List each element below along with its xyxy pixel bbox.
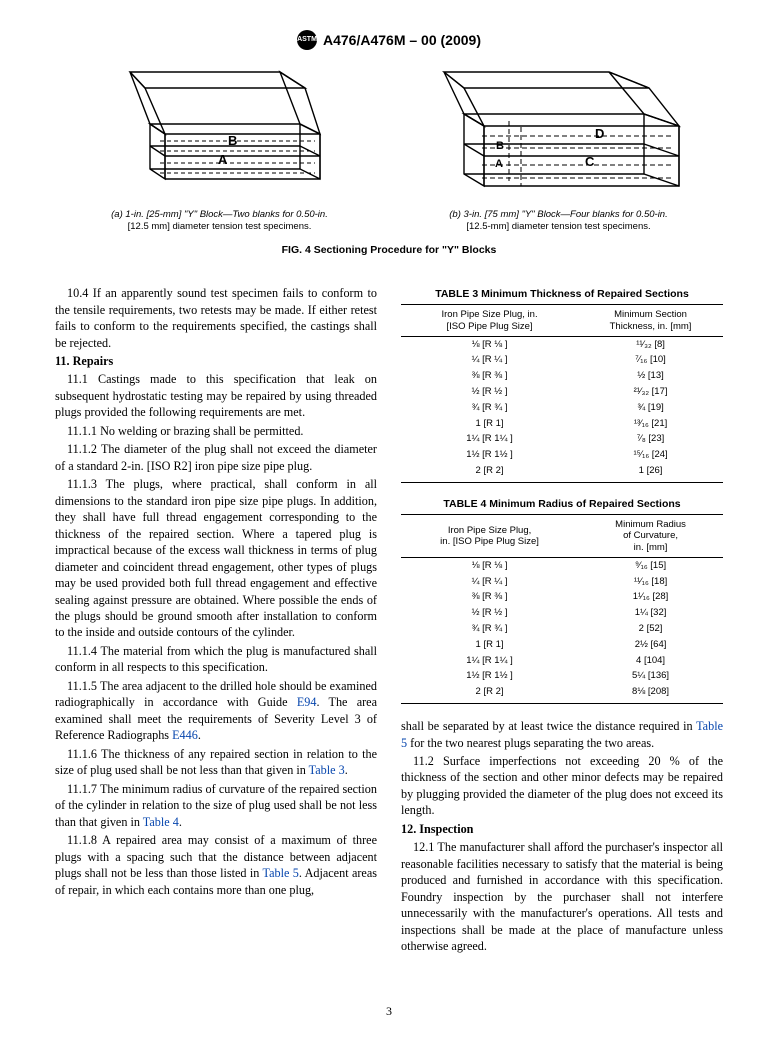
table-row: ½ [R ½ ]²¹⁄₃₂ [17] — [401, 385, 723, 401]
fig-b-caption-2: [12.5-mm] diameter tension test specimen… — [466, 221, 650, 232]
table-4-col2-header: Minimum Radiusof Curvature,in. [mm] — [578, 515, 723, 558]
page-number: 3 — [0, 1003, 778, 1019]
para-11-2: 11.2 Surface imperfections not exceeding… — [401, 753, 723, 819]
heading-12: 12. Inspection — [401, 821, 723, 837]
table-row: 1¼ [R 1¼ ]4 [104] — [401, 653, 723, 669]
para-11-1: 11.1 Castings made to this specification… — [55, 371, 377, 420]
table-row: ⅜ [R ⅜ ]½ [13] — [401, 369, 723, 385]
table-3-title: TABLE 3 Minimum Thickness of Repaired Se… — [401, 287, 723, 301]
table-3-block: TABLE 3 Minimum Thickness of Repaired Se… — [401, 287, 723, 483]
para-11-1-8: 11.1.8 A repaired area may consist of a … — [55, 832, 377, 898]
table-row: 1¼ [R 1¼ ]⁷⁄₈ [23] — [401, 432, 723, 448]
table-row: 1 [R 1]2½ [64] — [401, 637, 723, 653]
fig-b-caption-1: (b) 3-in. [75 mm] "Y" Block—Four blanks … — [449, 209, 667, 220]
page-header: ASTM A476/A476M – 00 (2009) — [55, 30, 723, 50]
link-e94[interactable]: E94 — [297, 695, 317, 709]
label-D: D — [595, 126, 604, 141]
link-table-5a[interactable]: Table 5 — [262, 866, 298, 880]
figure-4a: B A (a) 1-in. [25-mm] "Y" Block—Two blan… — [65, 64, 374, 233]
table-4-block: TABLE 4 Minimum Radius of Repaired Secti… — [401, 497, 723, 704]
label-B: B — [228, 133, 237, 148]
para-11-1-5: 11.1.5 The area adjacent to the drilled … — [55, 678, 377, 744]
para-11-1-6: 11.1.6 The thickness of any repaired sec… — [55, 746, 377, 779]
table-row: ¾ [R ¾ ]2 [52] — [401, 621, 723, 637]
figure-4-main-caption: FIG. 4 Sectioning Procedure for "Y" Bloc… — [55, 243, 723, 257]
body-columns: 10.4 If an apparently sound test specime… — [55, 285, 723, 956]
table-3: Iron Pipe Size Plug, in.[ISO Pipe Plug S… — [401, 304, 723, 483]
fig-a-caption-1: (a) 1-in. [25-mm] "Y" Block—Two blanks f… — [111, 209, 328, 220]
label-B2: B — [496, 140, 504, 152]
figure-4-row: B A (a) 1-in. [25-mm] "Y" Block—Two blan… — [65, 64, 713, 233]
para-10-4: 10.4 If an apparently sound test specime… — [55, 285, 377, 351]
table-row: ⅜ [R ⅜ ]1¹⁄₁₆ [28] — [401, 590, 723, 606]
para-11-1-2: 11.1.2 The diameter of the plug shall no… — [55, 441, 377, 474]
y-block-b-svg: D C B A — [409, 64, 709, 199]
fig-a-caption-2: [12.5 mm] diameter tension test specimen… — [128, 221, 312, 232]
table-row: ½ [R ½ ]1¼ [32] — [401, 606, 723, 622]
table-row: ¼ [R ¼ ]⁷⁄₁₆ [10] — [401, 353, 723, 369]
label-A: A — [218, 152, 228, 167]
para-11-1-8-cont: shall be separated by at least twice the… — [401, 718, 723, 751]
para-12-1: 12.1 The manufacturer shall afford the p… — [401, 839, 723, 954]
heading-11: 11. Repairs — [55, 353, 377, 369]
figure-4b: D C B A (b) 3-in. [75 mm] "Y" Block—Four… — [404, 64, 713, 233]
link-table-4[interactable]: Table 4 — [143, 815, 179, 829]
para-11-1-4: 11.1.4 The material from which the plug … — [55, 643, 377, 676]
table-4-title: TABLE 4 Minimum Radius of Repaired Secti… — [401, 497, 723, 511]
para-11-1-7: 11.1.7 The minimum radius of curvature o… — [55, 781, 377, 830]
y-block-a-svg: B A — [90, 64, 350, 199]
astm-logo-icon: ASTM — [297, 30, 317, 50]
designation-text: A476/A476M – 00 (2009) — [323, 31, 481, 50]
label-C: C — [585, 154, 595, 169]
table-row: 1½ [R 1½ ]¹⁵⁄₁₆ [24] — [401, 448, 723, 464]
link-table-3[interactable]: Table 3 — [309, 763, 345, 777]
para-11-1-3: 11.1.3 The plugs, where practical, shall… — [55, 476, 377, 641]
table-row: ¼ [R ¼ ]¹¹⁄₁₆ [18] — [401, 574, 723, 590]
table-row: ⅛ [R ⅛ ]⁹⁄₁₆ [15] — [401, 558, 723, 574]
table-row: ⅛ [R ⅛ ]¹¹⁄₃₂ [8] — [401, 337, 723, 353]
table-4: Iron Pipe Size Plug,in. [ISO Pipe Plug S… — [401, 514, 723, 704]
label-A2: A — [495, 158, 503, 170]
table-row: 1 [R 1]¹³⁄₁₆ [21] — [401, 416, 723, 432]
table-4-col1-header: Iron Pipe Size Plug,in. [ISO Pipe Plug S… — [401, 515, 578, 558]
para-11-1-1: 11.1.1 No welding or brazing shall be pe… — [55, 423, 377, 439]
table-row: ¾ [R ¾ ]¾ [19] — [401, 400, 723, 416]
table-row: 2 [R 2]1 [26] — [401, 464, 723, 483]
link-e446[interactable]: E446 — [172, 728, 198, 742]
table-row: 2 [R 2]8⅛ [208] — [401, 685, 723, 704]
table-3-col2-header: Minimum SectionThickness, in. [mm] — [578, 305, 723, 337]
table-3-col1-header: Iron Pipe Size Plug, in.[ISO Pipe Plug S… — [401, 305, 578, 337]
table-row: 1½ [R 1½ ]5¼ [136] — [401, 669, 723, 685]
